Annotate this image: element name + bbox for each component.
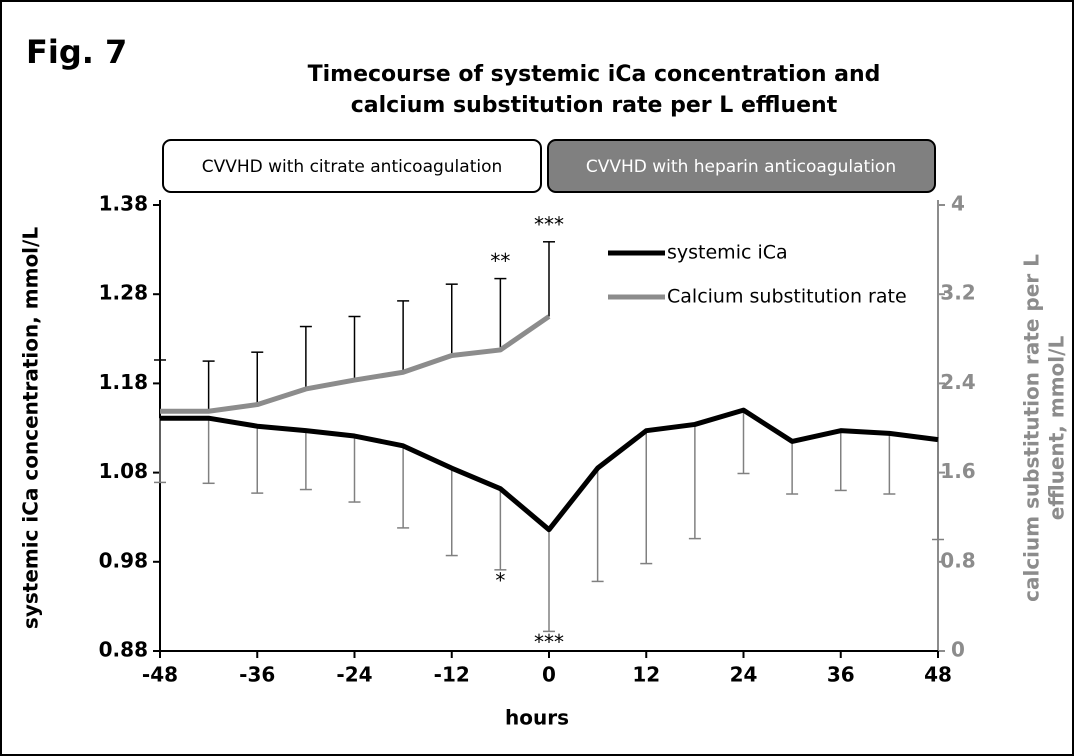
y-tick-label: 0.88 (99, 638, 148, 662)
legend-label: Calcium substitution rate (667, 286, 907, 308)
y-axis-label: systemic iCa concentration, mmol/L (19, 227, 43, 629)
chart-title: Timecourse of systemic iCa concentration… (308, 62, 881, 87)
error-bar (834, 430, 847, 492)
error-bar (154, 418, 166, 484)
x-tick-label: 48 (924, 663, 952, 687)
annotation: ** (490, 249, 510, 273)
error-bar (251, 426, 264, 494)
error-bar (202, 418, 215, 485)
error-bar (640, 430, 653, 565)
y2-tick-label: 0.8 (940, 548, 975, 572)
error-bar (299, 325, 312, 389)
x-axis-label: hours (505, 706, 569, 730)
error-bar (932, 439, 944, 541)
error-bar (251, 351, 264, 405)
error-bar (445, 468, 458, 557)
legend-label: systemic iCa (667, 242, 788, 264)
x-tick-label: 24 (730, 663, 758, 687)
phase-label: CVVHD with citrate anticoagulation (202, 157, 503, 177)
y2-tick-label: 4 (951, 192, 965, 216)
y2-tick-label: 0 (951, 638, 965, 662)
x-tick-label: 12 (632, 663, 660, 687)
error-bar (154, 359, 166, 412)
error-bar (348, 436, 361, 503)
y2-axis-label: calcium substitution rate per L (1020, 254, 1044, 602)
error-bar (737, 410, 750, 475)
chart-title: calcium substitution rate per L effluent (351, 93, 838, 118)
series-line (160, 407, 939, 533)
figure-label: Fig. 7 (26, 33, 127, 71)
y2-tick-label: 3.2 (940, 281, 975, 305)
error-bar (348, 315, 361, 381)
x-tick-label: -24 (336, 663, 372, 687)
error-bar (397, 445, 410, 529)
y-tick-label: 0.98 (99, 548, 148, 572)
error-bar (299, 430, 312, 491)
x-tick-label: 36 (827, 663, 855, 687)
x-tick-label: -36 (239, 663, 275, 687)
phase-box (162, 139, 542, 193)
x-tick-label: -12 (434, 663, 470, 687)
error-bar (445, 283, 458, 356)
y-tick-label: 1.38 (99, 192, 148, 216)
y2-tick-label: 1.6 (940, 459, 975, 483)
error-bar (543, 529, 555, 633)
phase-label: CVVHD with heparin anticoagulation (586, 157, 896, 177)
y-tick-label: 1.08 (99, 459, 148, 483)
annotation: * (495, 568, 505, 592)
x-tick-label: -48 (142, 663, 178, 687)
series-line (160, 314, 551, 414)
y2-tick-label: 2.4 (940, 370, 975, 394)
annotation: *** (534, 630, 564, 654)
error-bar (883, 433, 896, 495)
y-tick-label: 1.18 (99, 370, 148, 394)
y-tick-label: 1.28 (99, 281, 148, 305)
annotation: *** (534, 212, 564, 236)
error-bar (494, 488, 507, 571)
x-tick-label: 0 (542, 663, 556, 687)
error-bar (688, 424, 701, 540)
error-bar (202, 360, 215, 412)
error-bar (786, 441, 799, 495)
error-bar (543, 241, 555, 317)
error-bar (397, 300, 410, 373)
error-bar (494, 277, 507, 350)
error-bar (591, 468, 604, 583)
phase-box (547, 139, 936, 193)
y2-axis-label: effluent, mmol/L (1045, 336, 1069, 521)
